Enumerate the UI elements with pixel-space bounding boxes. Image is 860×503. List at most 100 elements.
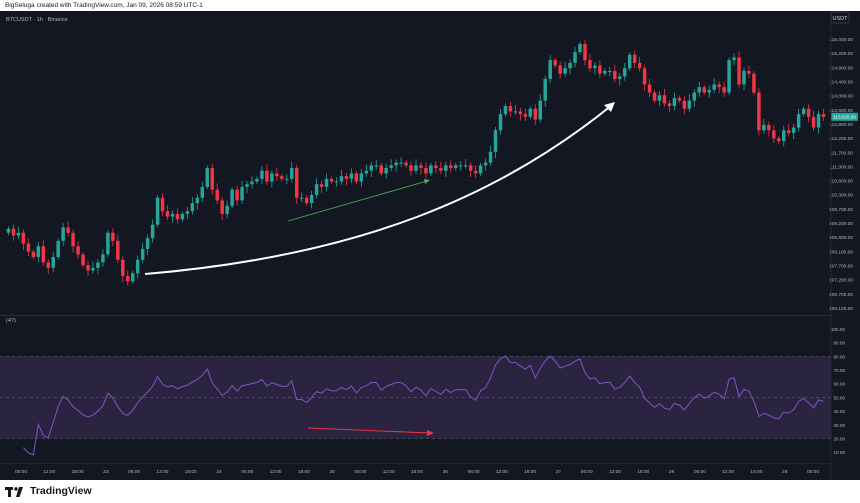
price-tick-label: 112,800.00 (829, 122, 853, 128)
time-tick-label: 18:00 (411, 469, 423, 475)
price-tick-label: 107,200.00 (829, 278, 853, 284)
candle-body (11, 228, 16, 236)
time-tick-label: 12:00 (609, 469, 621, 475)
candle-body (523, 114, 528, 117)
price-tick-label: 116,000.00 (829, 37, 853, 43)
price-tick-label: 109,200.00 (829, 221, 853, 227)
candle-body (647, 84, 652, 93)
price-grid (0, 38, 831, 309)
candle-body (334, 181, 339, 183)
time-tick-label: 23 (103, 469, 109, 475)
candle-body (722, 87, 726, 93)
rsi-pane (0, 355, 831, 456)
candle-body (598, 65, 602, 74)
candle-body (220, 200, 224, 214)
candle-body (692, 92, 697, 101)
candle-body (424, 168, 428, 174)
time-tick-label: 18:00 (637, 469, 649, 475)
price-trendline[interactable] (287, 180, 428, 222)
candle-body (717, 84, 721, 88)
candle-body (573, 52, 577, 63)
drawing-annotations (144, 102, 615, 275)
candle-body (608, 70, 612, 72)
candle-body (280, 176, 284, 179)
price-axis[interactable]: 116,000.00 115,200.00 114,800.00 114,400.00… (829, 37, 858, 312)
candle-body (324, 178, 329, 187)
price-tick-label: 114,000.00 (829, 94, 853, 100)
price-tick-label: 113,600.00 (829, 108, 853, 114)
symbol-title[interactable]: BTCUSDT · 1h · Binance (6, 17, 68, 23)
time-tick-label: 06:00 (15, 469, 27, 475)
candle-body (593, 65, 597, 69)
candle-body (379, 165, 383, 174)
uptrend-arrow[interactable] (144, 104, 613, 275)
price-tick-label: 115,200.00 (829, 51, 853, 57)
rsi-trendline-head[interactable] (427, 430, 434, 436)
candle-body (672, 97, 677, 107)
currency-badge[interactable]: USDT (833, 16, 849, 22)
candle-body (255, 178, 259, 182)
candle-body (339, 176, 344, 182)
price-trendline-head[interactable] (424, 179, 430, 184)
candle-body (439, 168, 443, 171)
candle-body (498, 114, 503, 131)
candle-body (642, 68, 647, 85)
candle-body (752, 73, 756, 93)
candle-body (81, 254, 85, 266)
price-tick-label: 111,300.00 (830, 164, 854, 170)
candle-body (126, 275, 130, 282)
candle-body (329, 178, 334, 182)
candle-body (697, 87, 702, 93)
price-tick-label: 110,800.00 (829, 179, 853, 185)
rsi-tick-label: 70.00 (834, 368, 846, 373)
candle-body (757, 92, 761, 131)
candle-body (155, 197, 160, 225)
candle-body (603, 70, 607, 74)
time-tick-label: 18:00 (524, 469, 536, 475)
candle-body (299, 197, 304, 199)
candle-body (518, 111, 523, 115)
candle-body (533, 108, 538, 120)
time-tick-label: 18:00 (750, 469, 762, 475)
candle-body (563, 68, 567, 74)
time-tick-label: 12:00 (43, 469, 55, 475)
uptrend-arrow-head[interactable] (604, 102, 615, 112)
time-tick-label: 12:00 (270, 469, 282, 475)
currency-badge-box[interactable] (830, 11, 850, 24)
time-tick-label: 06:00 (581, 469, 593, 475)
price-tick-label: 112,200.00 (829, 136, 853, 142)
candle-body (384, 168, 388, 174)
time-tick-label: 12:00 (722, 469, 734, 475)
tradingview-logo-icon[interactable] (5, 485, 27, 497)
chart-canvas[interactable]: 116,000.00 115,200.00 114,800.00 114,400.00… (0, 11, 860, 480)
candle-body (821, 114, 826, 117)
candle-body (727, 60, 731, 93)
time-tick-label: 06:00 (468, 469, 480, 475)
candle-body (51, 257, 55, 268)
candle-body (702, 87, 706, 93)
candle-body (230, 189, 234, 206)
tradingview-brand[interactable]: TradingView (30, 484, 92, 497)
rsi-tick-label: 90.00 (834, 341, 846, 346)
candle-body (190, 203, 195, 212)
rsi-indicator-label[interactable]: (47) (6, 318, 16, 324)
candle-body (275, 173, 279, 177)
price-tick-label: 108,600.00 (829, 235, 853, 241)
candle-body (116, 240, 120, 260)
rsi-trendline[interactable] (307, 427, 431, 434)
time-axis[interactable]: 06:00 12:00 18:00 23 06:00 12:00 18:00 24 06:00 1… (0, 11, 832, 480)
candle-body (627, 54, 632, 69)
rsi-axis[interactable]: 100.00 90.00 80.00 70.00 60.00 50.00 40.00 30.0… (831, 327, 846, 455)
candle-body (245, 184, 249, 187)
candle-body (160, 197, 165, 212)
candle-body (225, 205, 229, 214)
candle-body (250, 181, 254, 185)
candle-body (86, 265, 90, 271)
candle-body (309, 195, 314, 204)
candle-body (811, 116, 816, 128)
candle-body (419, 165, 423, 169)
time-tick-label: 26 (443, 469, 449, 475)
candle-body (449, 165, 453, 169)
time-tick-label: 28 (669, 469, 675, 475)
candle-body (801, 108, 806, 115)
